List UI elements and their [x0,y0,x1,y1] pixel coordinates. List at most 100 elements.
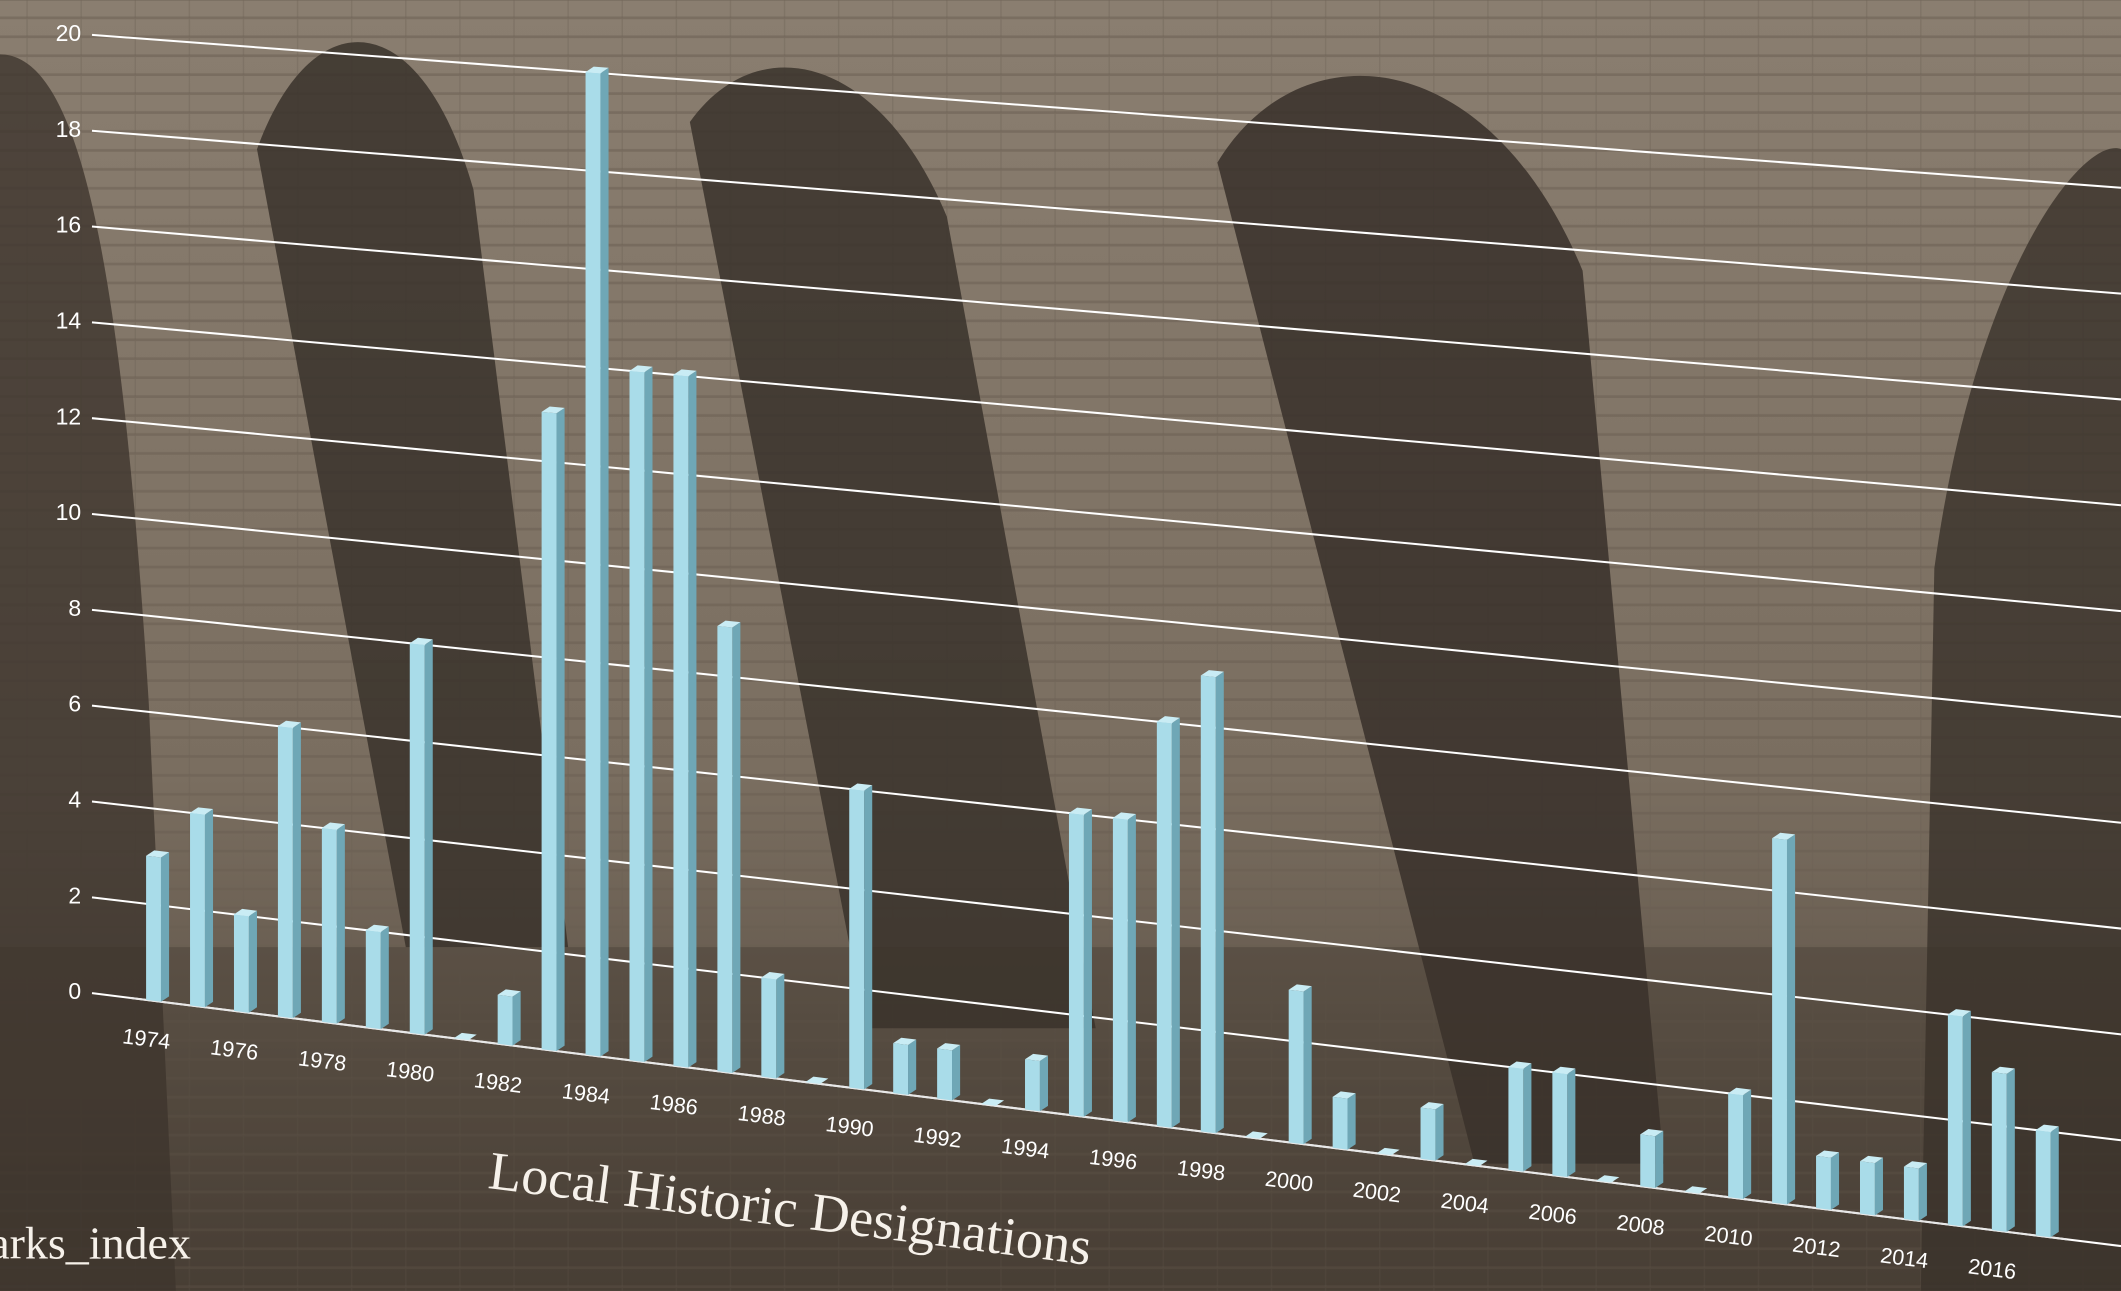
bar-side [1962,1010,1971,1227]
bar-top [1991,1066,2015,1074]
bar-side [1567,1068,1576,1178]
bar-side [1215,671,1224,1134]
bar-side [1171,717,1180,1128]
bar-top [233,908,257,917]
y-tick-label: 16 [56,212,82,238]
bar-side [1830,1152,1840,1210]
footnote: arks_index [0,1217,191,1268]
bar-top [1640,1129,1664,1137]
bar-side [600,67,609,1057]
bar-top [937,1043,961,1051]
x-tick-label: 2010 [1703,1221,1754,1252]
bar-side [1655,1130,1664,1188]
bar [1156,721,1172,1128]
x-tick-label: 2004 [1440,1188,1491,1219]
x-tick-label: 1974 [121,1023,172,1054]
x-tick-label: 1984 [561,1078,612,1109]
bar-side [1523,1063,1532,1172]
bar [585,72,601,1057]
bar [321,827,337,1024]
bar-top [1112,812,1136,820]
bar [541,411,557,1052]
grid-line [91,129,2121,295]
bar [1332,1096,1348,1150]
y-tick-label: 12 [56,403,82,429]
bar-side [776,973,785,1079]
bar-side [688,370,697,1068]
bar-side [292,722,301,1019]
bar-top [321,822,345,830]
bar-side [952,1044,961,1101]
bar-top [717,620,741,628]
bar-side [1303,986,1312,1145]
x-tick-label: 2000 [1264,1166,1315,1197]
x-tick-label: 1994 [1000,1133,1051,1164]
grid-line [91,513,2121,718]
bar-side [732,622,741,1073]
bar [409,643,425,1035]
bar-top [1332,1091,1356,1099]
bar [629,370,645,1063]
bar-side [556,407,565,1052]
bar-side [1786,834,1796,1205]
grid-line [91,417,2121,613]
bar-side [1347,1093,1356,1150]
bar-top [585,66,609,74]
bar-top [365,924,389,932]
bar [1947,1014,1963,1227]
y-tick-label: 0 [68,978,81,1004]
bar-top [1376,1147,1400,1156]
bar-top [1508,1061,1532,1069]
bar-side [204,809,214,1008]
bar [717,626,733,1073]
bar-side [248,910,257,1013]
bar-top [1068,807,1092,815]
bar-top [1728,1087,1752,1095]
bar-top [1244,1131,1268,1139]
bar-top [629,365,653,373]
x-tick-label: 1990 [824,1111,875,1142]
y-tick-label: 10 [56,499,82,525]
bar-top [1420,1102,1444,1110]
bar-side [1874,1157,1883,1216]
bar-top [1859,1155,1883,1164]
bar [1420,1107,1436,1161]
x-tick-label: 1998 [1176,1155,1227,1186]
y-tick-label: 20 [56,20,82,46]
bar [1288,989,1304,1145]
bar-top [981,1098,1005,1106]
bar [497,994,513,1046]
bar [673,374,689,1068]
grid-line [91,321,2121,507]
bar-top [1200,670,1224,678]
bar-top [1025,1053,1049,1062]
bar-side [1039,1055,1049,1112]
bar-top [1816,1150,1840,1158]
bar-top [497,989,521,997]
x-tick-label: 2012 [1791,1231,1842,1262]
bar-side [2050,1126,2059,1238]
y-tick-label: 4 [68,787,81,813]
x-tick-label: 1992 [912,1122,963,1153]
bar [849,788,865,1090]
bar-side [2006,1068,2015,1232]
bar-side [1918,1163,1927,1221]
bar-side [336,824,345,1024]
bar-side [864,785,873,1090]
bar [1903,1166,1919,1221]
bar-top [1684,1186,1708,1194]
bar [1772,838,1787,1205]
bar [1728,1093,1744,1199]
bar-side [908,1039,917,1095]
bar-side [1435,1103,1444,1161]
bar-side [1127,814,1136,1123]
x-tick-label: 1976 [209,1034,260,1065]
bar-top [146,850,170,858]
x-tick-label: 1996 [1088,1144,1139,1175]
x-tick-label: 2016 [1967,1253,2018,1284]
bar [277,726,293,1019]
bar-top [1156,716,1180,724]
bar-side [380,926,389,1030]
